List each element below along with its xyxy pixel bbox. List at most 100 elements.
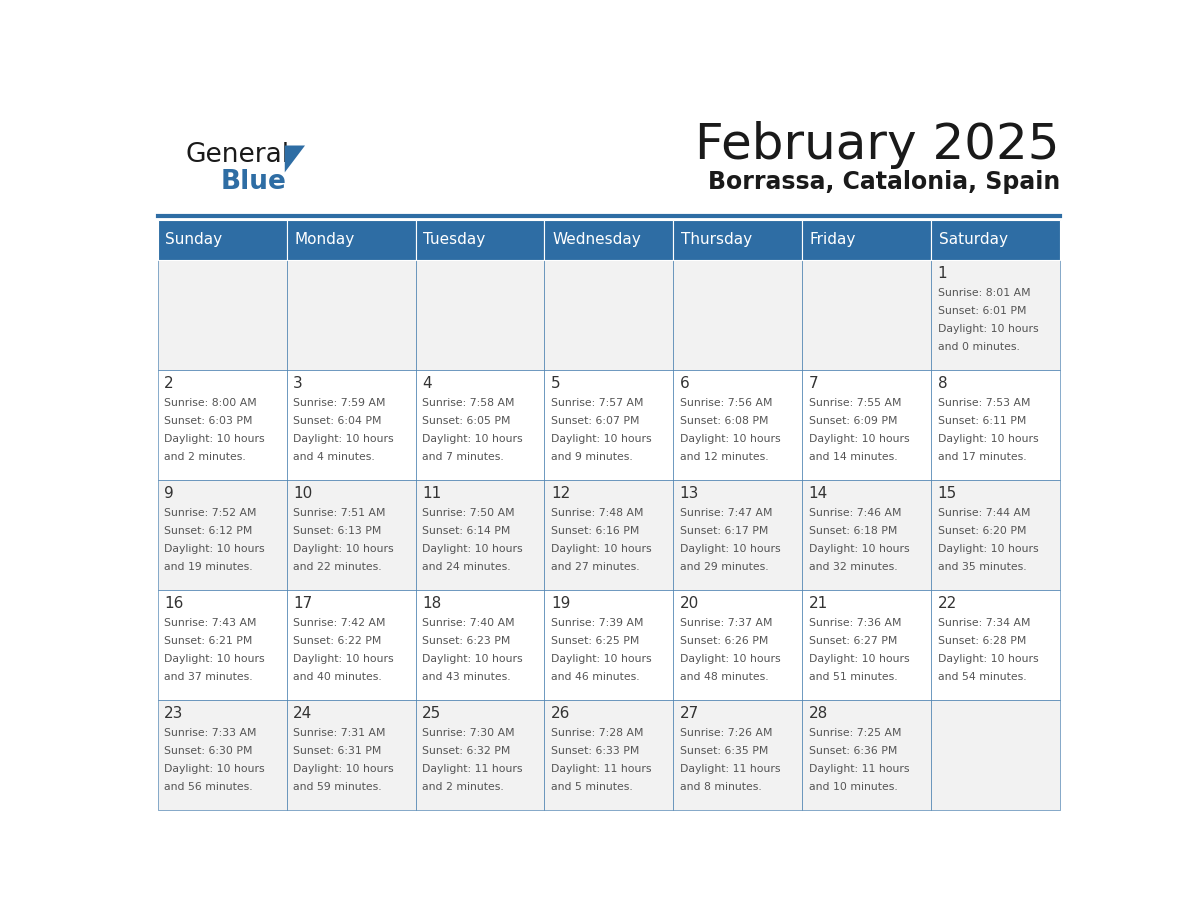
Text: 7: 7 [809,376,819,391]
Text: Sunrise: 7:44 AM: Sunrise: 7:44 AM [937,508,1030,518]
Text: 16: 16 [164,596,183,611]
FancyBboxPatch shape [286,370,416,480]
Text: Daylight: 10 hours: Daylight: 10 hours [422,655,523,665]
FancyBboxPatch shape [802,370,931,480]
Text: Daylight: 10 hours: Daylight: 10 hours [551,544,651,554]
Text: and 8 minutes.: and 8 minutes. [680,782,762,792]
Text: Daylight: 10 hours: Daylight: 10 hours [422,544,523,554]
Text: 26: 26 [551,706,570,721]
Text: and 32 minutes.: and 32 minutes. [809,563,897,573]
Text: and 27 minutes.: and 27 minutes. [551,563,639,573]
FancyBboxPatch shape [544,260,674,370]
Text: 24: 24 [293,706,312,721]
FancyBboxPatch shape [544,219,674,260]
Text: Sunrise: 7:46 AM: Sunrise: 7:46 AM [809,508,902,518]
Text: Sunset: 6:13 PM: Sunset: 6:13 PM [293,526,381,536]
Text: Daylight: 10 hours: Daylight: 10 hours [164,765,265,774]
Text: General: General [185,142,290,168]
Text: and 54 minutes.: and 54 minutes. [937,672,1026,682]
Text: and 40 minutes.: and 40 minutes. [293,672,381,682]
FancyBboxPatch shape [416,370,544,480]
Text: Daylight: 10 hours: Daylight: 10 hours [937,544,1038,554]
Text: and 56 minutes.: and 56 minutes. [164,782,253,792]
Text: 12: 12 [551,486,570,501]
Text: Daylight: 10 hours: Daylight: 10 hours [551,434,651,444]
FancyBboxPatch shape [802,480,931,590]
Text: Saturday: Saturday [939,232,1007,247]
Text: 9: 9 [164,486,173,501]
Text: Blue: Blue [220,169,286,195]
FancyBboxPatch shape [674,260,802,370]
Text: Sunset: 6:33 PM: Sunset: 6:33 PM [551,746,639,756]
Text: Sunrise: 7:50 AM: Sunrise: 7:50 AM [422,508,514,518]
Text: Sunrise: 7:25 AM: Sunrise: 7:25 AM [809,728,902,738]
Text: 15: 15 [937,486,956,501]
Text: Sunset: 6:01 PM: Sunset: 6:01 PM [937,306,1026,316]
Text: Sunrise: 7:39 AM: Sunrise: 7:39 AM [551,618,644,628]
FancyBboxPatch shape [286,480,416,590]
Text: and 2 minutes.: and 2 minutes. [422,782,504,792]
Text: 6: 6 [680,376,689,391]
Text: Daylight: 10 hours: Daylight: 10 hours [164,655,265,665]
Text: Sunset: 6:26 PM: Sunset: 6:26 PM [680,636,769,646]
FancyBboxPatch shape [416,480,544,590]
FancyBboxPatch shape [286,590,416,700]
FancyBboxPatch shape [544,700,674,810]
Text: 17: 17 [293,596,312,611]
Text: Sunrise: 7:30 AM: Sunrise: 7:30 AM [422,728,514,738]
Text: Daylight: 10 hours: Daylight: 10 hours [809,544,909,554]
Text: 13: 13 [680,486,699,501]
FancyBboxPatch shape [931,700,1060,810]
Text: Sunset: 6:03 PM: Sunset: 6:03 PM [164,416,253,426]
Text: Thursday: Thursday [681,232,752,247]
Text: Tuesday: Tuesday [423,232,486,247]
Text: Sunrise: 7:33 AM: Sunrise: 7:33 AM [164,728,257,738]
FancyBboxPatch shape [931,480,1060,590]
Text: Sunset: 6:20 PM: Sunset: 6:20 PM [937,526,1026,536]
Text: 18: 18 [422,596,441,611]
FancyBboxPatch shape [158,370,286,480]
Text: and 10 minutes.: and 10 minutes. [809,782,897,792]
Text: Daylight: 10 hours: Daylight: 10 hours [164,434,265,444]
Text: Wednesday: Wednesday [552,232,640,247]
FancyBboxPatch shape [544,480,674,590]
Text: 1: 1 [937,266,947,281]
FancyBboxPatch shape [931,260,1060,370]
Text: Sunset: 6:27 PM: Sunset: 6:27 PM [809,636,897,646]
FancyBboxPatch shape [416,700,544,810]
FancyBboxPatch shape [674,370,802,480]
FancyBboxPatch shape [286,260,416,370]
FancyBboxPatch shape [931,590,1060,700]
Text: Sunrise: 7:26 AM: Sunrise: 7:26 AM [680,728,772,738]
Text: and 14 minutes.: and 14 minutes. [809,453,897,463]
FancyBboxPatch shape [544,590,674,700]
Text: Daylight: 11 hours: Daylight: 11 hours [680,765,781,774]
FancyBboxPatch shape [674,700,802,810]
Text: Sunset: 6:07 PM: Sunset: 6:07 PM [551,416,639,426]
Text: Daylight: 10 hours: Daylight: 10 hours [293,655,393,665]
Text: Sunrise: 7:55 AM: Sunrise: 7:55 AM [809,397,902,408]
Text: and 7 minutes.: and 7 minutes. [422,453,504,463]
Text: Sunset: 6:28 PM: Sunset: 6:28 PM [937,636,1026,646]
FancyBboxPatch shape [931,370,1060,480]
Text: Sunset: 6:04 PM: Sunset: 6:04 PM [293,416,381,426]
Text: Daylight: 10 hours: Daylight: 10 hours [422,434,523,444]
Text: Sunrise: 7:40 AM: Sunrise: 7:40 AM [422,618,514,628]
Text: Sunset: 6:08 PM: Sunset: 6:08 PM [680,416,769,426]
Text: Sunset: 6:22 PM: Sunset: 6:22 PM [293,636,381,646]
Text: and 19 minutes.: and 19 minutes. [164,563,253,573]
Text: Daylight: 11 hours: Daylight: 11 hours [809,765,909,774]
Text: and 17 minutes.: and 17 minutes. [937,453,1026,463]
Text: and 59 minutes.: and 59 minutes. [293,782,381,792]
Text: Sunset: 6:14 PM: Sunset: 6:14 PM [422,526,511,536]
Text: and 46 minutes.: and 46 minutes. [551,672,639,682]
Text: Daylight: 11 hours: Daylight: 11 hours [422,765,523,774]
Text: Sunrise: 7:36 AM: Sunrise: 7:36 AM [809,618,902,628]
Text: 10: 10 [293,486,312,501]
Text: Sunrise: 7:37 AM: Sunrise: 7:37 AM [680,618,772,628]
Text: Daylight: 10 hours: Daylight: 10 hours [293,434,393,444]
FancyBboxPatch shape [416,219,544,260]
Text: 8: 8 [937,376,947,391]
Text: and 2 minutes.: and 2 minutes. [164,453,246,463]
FancyBboxPatch shape [158,590,286,700]
